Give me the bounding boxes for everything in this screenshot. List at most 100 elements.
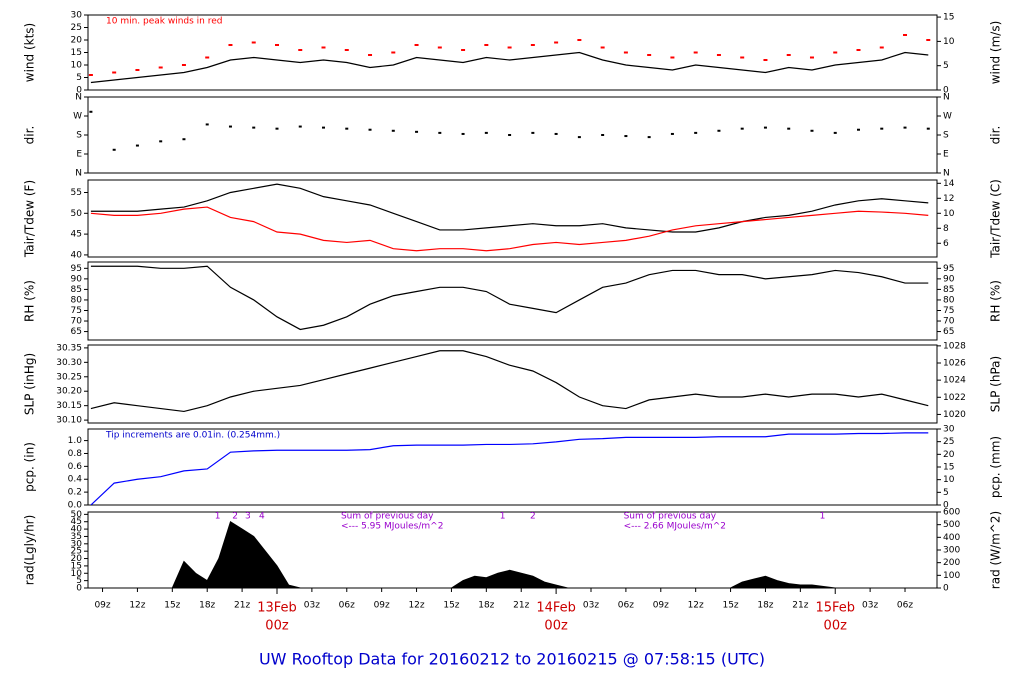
y-tick-label: 45	[71, 230, 82, 240]
y-tick-label: 30.30	[56, 358, 82, 368]
panel-frame	[87, 261, 938, 341]
y2-tick-label: 0	[943, 501, 949, 511]
y2-tick-label: 1022	[943, 393, 966, 403]
y-tick-label: 0.0	[68, 501, 83, 511]
y2-tick-label: 12	[943, 194, 954, 204]
y2-tick-label: 5	[943, 488, 949, 498]
plot	[90, 432, 929, 505]
Tair-line	[90, 183, 929, 233]
day-hour-label: 00z	[265, 619, 289, 634]
chart-title: UW Rooftop Data for 20160212 to 20160215…	[259, 650, 765, 669]
y-tick-label: 30.20	[56, 387, 82, 397]
marker-label: 4	[259, 512, 265, 522]
y-tick-label: 30	[71, 11, 83, 21]
plot	[89, 110, 930, 151]
y-tick-label: 0	[76, 86, 82, 96]
y2-tick-label: 6	[943, 239, 949, 249]
y-tick-label: 25	[71, 547, 82, 557]
x-tick-label: 09z	[94, 601, 110, 611]
x-tick-label: 21z	[234, 601, 250, 611]
y2-tick-label: 200	[943, 558, 960, 568]
y-axis-label: pcp. (in)	[23, 442, 37, 492]
y-tick-label: 15	[71, 561, 82, 571]
y2-tick-label: 10	[943, 475, 955, 485]
y-tick-label: 15	[71, 48, 82, 58]
y-axis-label: rad(Lgly/hr)	[23, 515, 37, 586]
x-tick-label: 21z	[513, 601, 529, 611]
y-tick-label: 0.2	[68, 488, 82, 498]
y2-tick-label: 300	[943, 546, 960, 556]
x-tick-label: 18z	[199, 601, 215, 611]
y2-axis-label: Tair/Tdew (C)	[989, 179, 1003, 259]
y2-tick-label: 85	[943, 285, 954, 295]
y-tick-label: 0.4	[68, 475, 83, 485]
marker-label: 2	[232, 512, 238, 522]
y-tick-label: W	[73, 112, 82, 122]
annotation: Tip increments are 0.01in. (0.254mm.)	[105, 431, 280, 441]
y2-axis-label: wind (m/s)	[989, 21, 1003, 85]
y2-axis-label: dir.	[989, 126, 1003, 145]
x-tick-label: 03z	[583, 601, 599, 611]
plot	[90, 183, 929, 252]
y2-tick-label: 90	[943, 274, 955, 284]
y-tick-label: 0.6	[68, 462, 83, 472]
y-tick-label: N	[75, 169, 82, 179]
y-tick-label: E	[76, 150, 82, 160]
x-tick-label: 12z	[688, 601, 704, 611]
y-tick-label: 5	[76, 576, 82, 586]
Tdew-line	[90, 206, 929, 252]
y-tick-label: 65	[71, 327, 82, 337]
y2-tick-label: 15	[943, 13, 954, 23]
y-tick-label: 10	[71, 569, 83, 579]
y2-axis-label: pcp. (mm)	[989, 436, 1003, 498]
x-tick-label: 18z	[757, 601, 773, 611]
x-tick-label: 09z	[653, 601, 669, 611]
y-tick-label: 50	[71, 510, 83, 520]
y-tick-label: S	[76, 131, 82, 141]
y-tick-label: 30.10	[56, 416, 82, 426]
y2-tick-label: 600	[943, 508, 960, 518]
day-label: 15Feb	[815, 601, 855, 616]
y-tick-label: 75	[71, 306, 82, 316]
plot	[90, 350, 929, 413]
y-tick-label: 20	[71, 36, 83, 46]
x-tick-label: 15z	[722, 601, 738, 611]
annotation: 10 min. peak winds in red	[106, 17, 223, 27]
y2-axis-label: rad (W/m^2)	[989, 511, 1003, 589]
pcp-line	[90, 432, 929, 505]
wind-line	[90, 51, 929, 84]
y2-tick-label: 100	[943, 571, 960, 581]
y2-tick-label: 30	[943, 425, 955, 435]
y2-tick-label: 15	[943, 463, 954, 473]
y-tick-label: 25	[71, 23, 82, 33]
y-tick-label: 30.35	[56, 343, 82, 353]
y2-tick-label: 14	[943, 179, 955, 189]
y-tick-label: 10	[71, 61, 83, 71]
y-tick-label: 85	[71, 285, 82, 295]
panel-frame	[87, 96, 938, 174]
y2-tick-label: 0	[943, 86, 949, 96]
y-tick-label: 1.0	[68, 436, 83, 446]
y2-tick-label: 8	[943, 224, 949, 234]
y2-tick-label: 70	[943, 317, 955, 327]
y-tick-label: 45	[71, 517, 82, 527]
y-axis-label: RH (%)	[23, 280, 37, 322]
marker-label: 1	[820, 512, 826, 522]
marker-label: 1	[500, 512, 506, 522]
y2-tick-label: 10	[943, 209, 955, 219]
y2-tick-label: 1028	[943, 341, 966, 351]
x-tick-label: 21z	[792, 601, 808, 611]
y2-tick-label: 400	[943, 533, 960, 543]
annotation: Sum of previous day	[341, 512, 434, 522]
y2-tick-label: 95	[943, 264, 954, 274]
rad-area	[90, 520, 929, 588]
y-tick-label: 30.25	[56, 372, 82, 382]
x-tick-label: 12z	[408, 601, 424, 611]
y2-tick-label: 1026	[943, 359, 966, 369]
y2-tick-label: 1024	[943, 376, 966, 386]
y-axis-label: SLP (inHg)	[23, 353, 37, 415]
marker-label: 2	[530, 512, 536, 522]
panel-frame	[87, 344, 938, 424]
marker-label: 1	[215, 512, 221, 522]
